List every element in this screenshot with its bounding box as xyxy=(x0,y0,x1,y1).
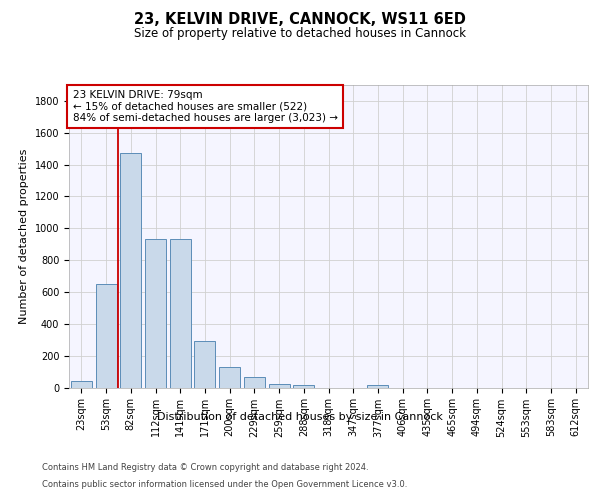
Bar xyxy=(120,152,141,388)
Bar xyxy=(269,384,290,388)
Text: Contains public sector information licensed under the Open Government Licence v3: Contains public sector information licen… xyxy=(42,480,407,489)
Y-axis label: Number of detached properties: Number of detached properties xyxy=(19,148,29,324)
Bar xyxy=(293,385,314,388)
Bar xyxy=(95,284,116,388)
Text: 23, KELVIN DRIVE, CANNOCK, WS11 6ED: 23, KELVIN DRIVE, CANNOCK, WS11 6ED xyxy=(134,12,466,28)
Bar xyxy=(244,377,265,388)
Bar xyxy=(194,342,215,388)
Text: 23 KELVIN DRIVE: 79sqm
← 15% of detached houses are smaller (522)
84% of semi-de: 23 KELVIN DRIVE: 79sqm ← 15% of detached… xyxy=(73,90,338,123)
Text: Contains HM Land Registry data © Crown copyright and database right 2024.: Contains HM Land Registry data © Crown c… xyxy=(42,462,368,471)
Bar xyxy=(71,381,92,388)
Bar xyxy=(219,367,240,388)
Bar xyxy=(367,385,388,388)
Text: Distribution of detached houses by size in Cannock: Distribution of detached houses by size … xyxy=(157,412,443,422)
Bar xyxy=(170,238,191,388)
Text: Size of property relative to detached houses in Cannock: Size of property relative to detached ho… xyxy=(134,26,466,40)
Bar xyxy=(145,238,166,388)
